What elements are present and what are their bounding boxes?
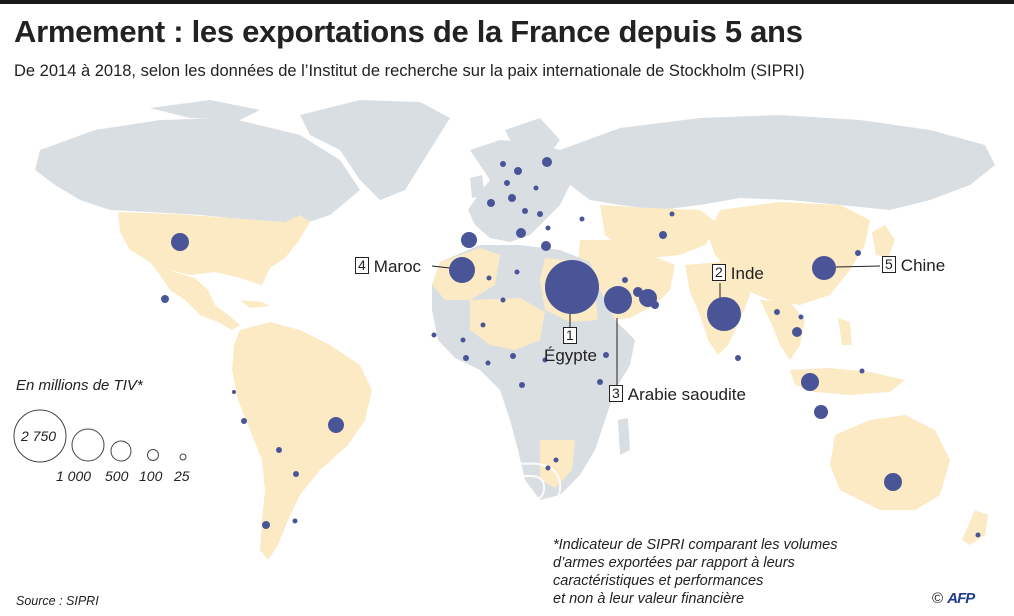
footnote-line: caractéristiques et performances [553,573,764,589]
map-title: Armement : les exportations de la France… [14,14,803,49]
legend-label-500: 500 [105,468,129,484]
footnote-line: d’armes exportées par rapport à leurs [553,555,795,571]
legend-circle-500 [110,440,132,462]
land-se-asia [760,300,805,360]
size-legend-labels: 2 750 1 000 500 100 25 [20,428,190,484]
bubble-indonesia [814,405,828,419]
legend-circle-1000 [71,428,105,462]
label-egypte: Égypte [544,346,597,365]
legend-circle-25 [179,453,187,461]
rank-box: 1 [563,327,577,344]
bubble-mexico [161,295,169,303]
footnote-line: et non à leur valeur financière [553,591,745,607]
legend-label-100: 100 [139,468,163,484]
land-mexico [150,262,240,330]
land-canada [35,118,360,225]
land-greenland [300,100,450,200]
bubble-malaysia [792,327,802,337]
rank-box: 4 [355,257,369,274]
country-name: Inde [730,264,764,283]
land-russia [560,115,995,210]
label-inde: 2 Inde [712,264,764,284]
bubble-spain [461,232,477,248]
bubble-australia [884,473,902,491]
copyright-symbol: © [932,590,944,607]
rank-box: 3 [609,385,623,402]
land-south-america [232,322,372,560]
footnote-line: *Indicateur de SIPRI comparant les volum… [553,537,838,553]
land-indonesia [790,368,905,395]
source-label: Source : SIPRI [16,594,99,608]
bubble-india [707,297,741,331]
legend-title: En millions de TIV* [16,377,143,394]
label-arabie-saoudite: 3 Arabie saoudite [609,385,746,405]
land-usa [118,212,310,285]
bubble-saudi-arabia [604,286,632,314]
callout-lines [431,265,881,386]
rank-box: 5 [882,256,896,273]
legend-label-1000: 1 000 [56,468,91,484]
footnote: *Indicateur de SIPRI comparant les volum… [553,536,883,608]
country-name: Maroc [373,257,422,276]
size-legend [13,409,187,463]
top-rule [0,0,1014,4]
label-chine: 5 Chine [882,256,945,276]
label-maroc: 4 Maroc [355,257,421,277]
bubble-usa [171,233,189,251]
afp-credit: © AFP [932,590,975,607]
country-name: Chine [900,256,946,275]
map-subtitle: De 2014 à 2018, selon les données de l’I… [14,62,805,80]
bubble-china [812,256,836,280]
bubble-uae [633,287,643,297]
legend-circle-100 [147,449,159,461]
bubble-egypt [545,260,599,314]
bubble-oman [651,301,659,309]
legend-label-25: 25 [173,468,190,484]
bubble-singapore [801,373,819,391]
world-map: AFP [13,100,995,565]
bubble-brazil [328,417,344,433]
legend-label-2750: 2 750 [20,428,56,444]
land-australia [830,415,950,510]
country-name: Arabie saoudite [627,385,746,404]
rank-box: 2 [712,264,726,281]
land-central-asia [600,205,720,258]
afp-watermark: AFP [337,441,561,564]
bubble-morocco [449,257,475,283]
legend-circle-2750 [13,409,67,463]
label-egypte-rank: 1 [563,327,582,347]
afp-logo: AFP [947,590,975,607]
export-bubbles [161,157,981,538]
